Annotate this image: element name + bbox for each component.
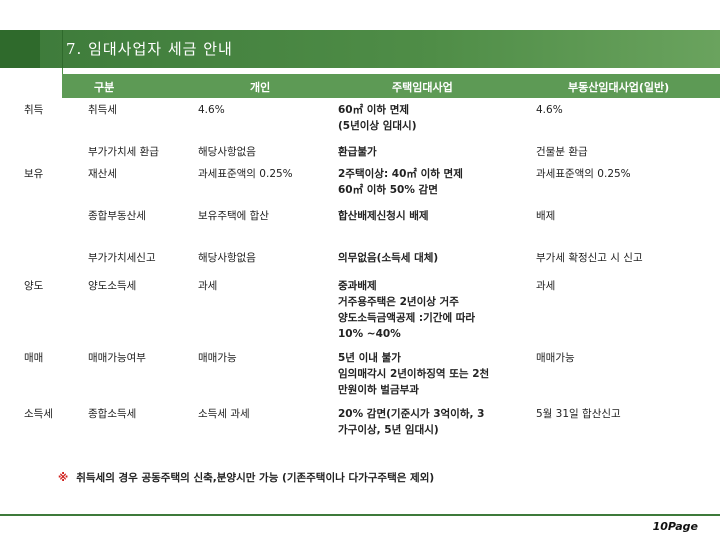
row-housing-line: 5년 이내 불가 xyxy=(338,352,401,364)
row-general-line: 4.6% xyxy=(536,104,563,116)
row-category: 취득 xyxy=(24,104,44,116)
row-general-line: 배제 xyxy=(536,210,556,222)
row-general-line: 과세 xyxy=(536,280,556,292)
footer-line xyxy=(0,514,720,516)
row-category: 매매 xyxy=(24,352,44,364)
row-item: 양도소득세 xyxy=(88,280,137,292)
footnote: ※ 취득세의 경우 공동주택의 신축,분양시만 가능 (기존주택이나 다가구주택은… xyxy=(58,470,434,485)
header-personal: 개인 xyxy=(250,81,271,94)
row-housing-line: 2주택이상: 40㎡ 이하 면제 xyxy=(338,168,463,180)
row-housing-line: 양도소득금액공제 :기간에 따라 xyxy=(338,312,476,324)
row-personal: 4.6% xyxy=(198,104,225,116)
title-bar xyxy=(0,30,720,68)
header-general: 부동산임대사업(일반) xyxy=(568,81,670,94)
table-header: 구분 개인 주택임대사업 부동산임대사업(일반) xyxy=(62,74,720,98)
row-general: 5월 31일 합산신고 xyxy=(536,406,621,422)
title-accent-block xyxy=(0,30,40,68)
header-housing: 주택임대사업 xyxy=(392,81,453,94)
row-housing: 60㎡ 이하 면제 (5년이상 임대시) xyxy=(338,102,417,134)
row-category: 소득세 xyxy=(24,408,53,420)
row-general: 배제 xyxy=(536,208,555,224)
row-personal: 해당사항없음 xyxy=(198,146,256,158)
row-item: 재산세 xyxy=(88,168,117,180)
row-housing-line: (5년이상 임대시) xyxy=(338,120,417,132)
row-general-line: 매매가능 xyxy=(536,352,575,364)
note-text: 취득세의 경우 공동주택의 신축,분양시만 가능 (기존주택이나 다가구주택은 … xyxy=(76,472,435,484)
row-general: 과세 xyxy=(536,278,555,294)
row-housing: 환급불가 xyxy=(338,144,377,160)
row-category: 양도 xyxy=(24,280,44,292)
row-housing-line: 임의매각시 2년이하징역 또는 2천 xyxy=(338,368,490,380)
row-item: 부가가치세 환급 xyxy=(88,146,159,158)
page-number: 10Page xyxy=(652,520,698,533)
row-personal: 해당사항없음 xyxy=(198,252,256,264)
row-housing: 20% 감면(기준시가 3억이하, 3 가구이상, 5년 임대시) xyxy=(338,406,484,438)
row-housing-line: 20% 감면(기준시가 3억이하, 3 xyxy=(338,408,485,420)
row-personal: 과세표준액의 0.25% xyxy=(198,168,293,180)
row-general-line: 건물분 환급 xyxy=(536,146,588,158)
row-general: 매매가능 xyxy=(536,350,575,366)
row-housing: 합산배제신청시 배제 xyxy=(338,208,429,224)
row-housing-line: 10% ~40% xyxy=(338,328,401,340)
header-category: 구분 xyxy=(94,81,115,94)
row-personal: 과세 xyxy=(198,280,218,292)
row-housing-line: 60㎡ 이하 50% 감면 xyxy=(338,184,438,196)
page-title: 7. 임대사업자 세금 안내 xyxy=(66,40,233,58)
row-housing-line: 합산배제신청시 배제 xyxy=(338,210,429,222)
row-item: 취득세 xyxy=(88,104,117,116)
row-housing-line: 중과배제 xyxy=(338,280,377,292)
row-housing-line: 의무없음(소득세 대체) xyxy=(338,252,439,264)
row-housing: 2주택이상: 40㎡ 이하 면제 60㎡ 이하 50% 감면 xyxy=(338,166,463,198)
row-general-line: 과세표준액의 0.25% xyxy=(536,168,631,180)
row-general: 건물분 환급 xyxy=(536,144,588,160)
row-general: 과세표준액의 0.25% xyxy=(536,166,631,182)
row-housing: 의무없음(소득세 대체) xyxy=(338,250,438,266)
row-housing-line: 가구이상, 5년 임대시) xyxy=(338,424,439,436)
row-item: 매매가능여부 xyxy=(88,352,146,364)
note-mark-icon: ※ xyxy=(58,472,69,484)
row-item: 종합부동산세 xyxy=(88,210,146,222)
row-category: 보유 xyxy=(24,168,44,180)
row-item: 종합소득세 xyxy=(88,408,137,420)
row-personal: 보유주택에 합산 xyxy=(198,210,269,222)
row-general-line: 5월 31일 합산신고 xyxy=(536,408,621,420)
row-general-line: 부가세 확정신고 시 신고 xyxy=(536,252,643,264)
row-personal: 소득세 과세 xyxy=(198,408,250,420)
row-personal: 매매가능 xyxy=(198,352,237,364)
row-housing-line: 만원이하 벌금부과 xyxy=(338,384,419,396)
row-housing-line: 거주용주택은 2년이상 거주 xyxy=(338,296,459,308)
row-general: 부가세 확정신고 시 신고 xyxy=(536,250,643,266)
title-divider xyxy=(62,30,63,68)
row-housing-line: 환급불가 xyxy=(338,146,377,158)
row-item: 부가가치세신고 xyxy=(88,252,156,264)
row-general: 4.6% xyxy=(536,102,563,118)
row-housing-line: 60㎡ 이하 면제 xyxy=(338,104,410,116)
